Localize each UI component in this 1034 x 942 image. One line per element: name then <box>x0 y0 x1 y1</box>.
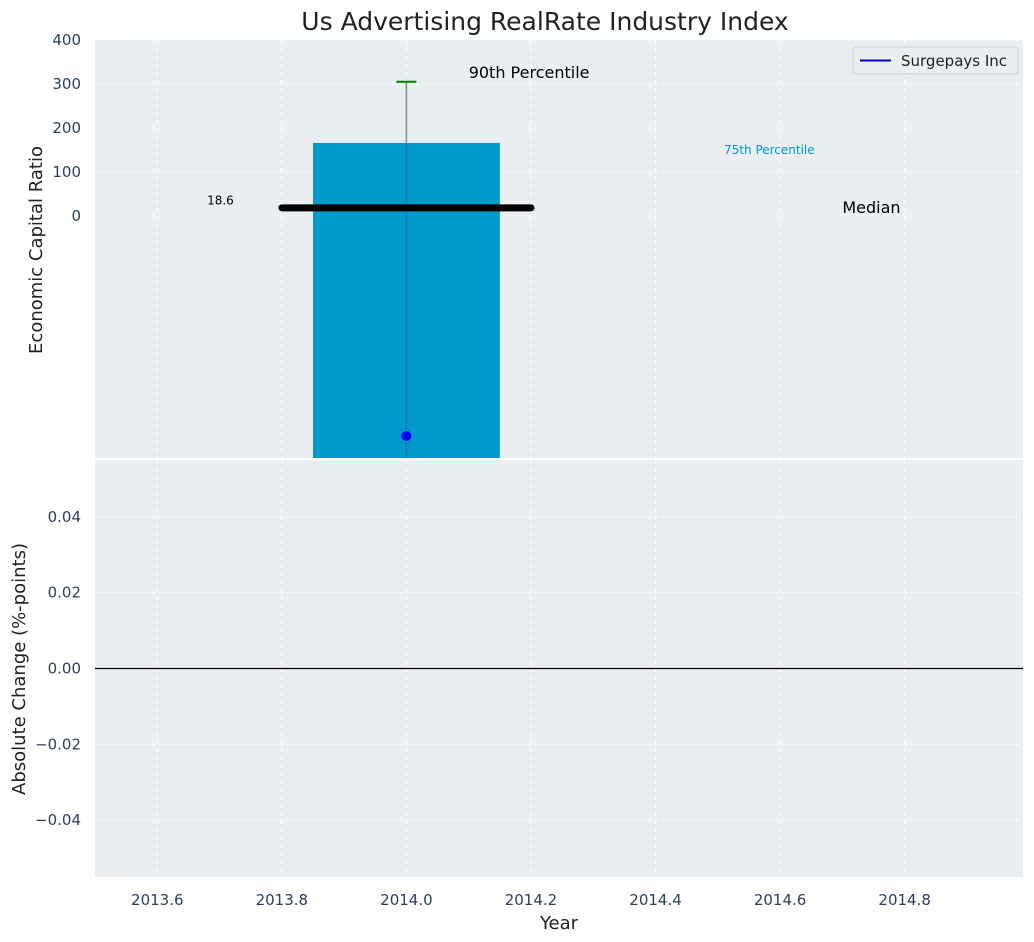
median-label: Median <box>842 198 900 217</box>
median-value-label: 18.6 <box>207 194 234 208</box>
y-tick-label: 400 <box>52 31 81 49</box>
y-tick-label: −0.04 <box>35 811 81 829</box>
x-tick-label: 2014.6 <box>754 891 807 909</box>
y-tick-label: 100 <box>52 163 81 181</box>
bottom-y-tick-labels: 0.04 0.02 0.00 −0.02 −0.04 <box>35 508 81 829</box>
legend: Surgepays Inc <box>852 46 1019 75</box>
top-plot-area <box>95 40 1023 458</box>
x-tick-label: 2014.0 <box>380 891 433 909</box>
y-tick-label: 0 <box>71 207 81 225</box>
top-y-axis-label: Economic Capital Ratio <box>26 146 47 354</box>
y-tick-label: 0.02 <box>48 584 81 602</box>
x-tick-label: 2014.4 <box>629 891 682 909</box>
surgepays-point <box>401 431 412 441</box>
percentile-90-label: 90th Percentile <box>469 63 590 82</box>
x-tick-label: 2014.2 <box>505 891 558 909</box>
x-tick-label: 2014.8 <box>878 891 931 909</box>
y-tick-label: 300 <box>52 75 81 93</box>
x-tick-labels: 2013.6 2013.8 2014.0 2014.2 2014.4 2014.6 2014… <box>131 891 931 909</box>
legend-box <box>852 46 1019 75</box>
legend-label: Surgepays Inc <box>901 52 1007 70</box>
bottom-y-axis-label: Absolute Change (%-points) <box>9 543 30 795</box>
x-tick-label: 2013.6 <box>131 891 184 909</box>
top-grid-y <box>95 39 1023 217</box>
y-tick-label: 200 <box>52 119 81 137</box>
y-tick-label: 0.00 <box>48 660 81 678</box>
x-tick-label: 2013.8 <box>256 891 309 909</box>
top-y-tick-labels: 400 300 200 100 0 <box>52 31 81 225</box>
y-tick-label: −0.02 <box>35 735 81 753</box>
chart-title: Us Advertising RealRate Industry Index <box>301 7 788 36</box>
x-axis-label: Year <box>539 913 579 934</box>
percentile-75-label: 75th Percentile <box>724 143 815 157</box>
y-tick-label: 0.04 <box>48 508 81 526</box>
